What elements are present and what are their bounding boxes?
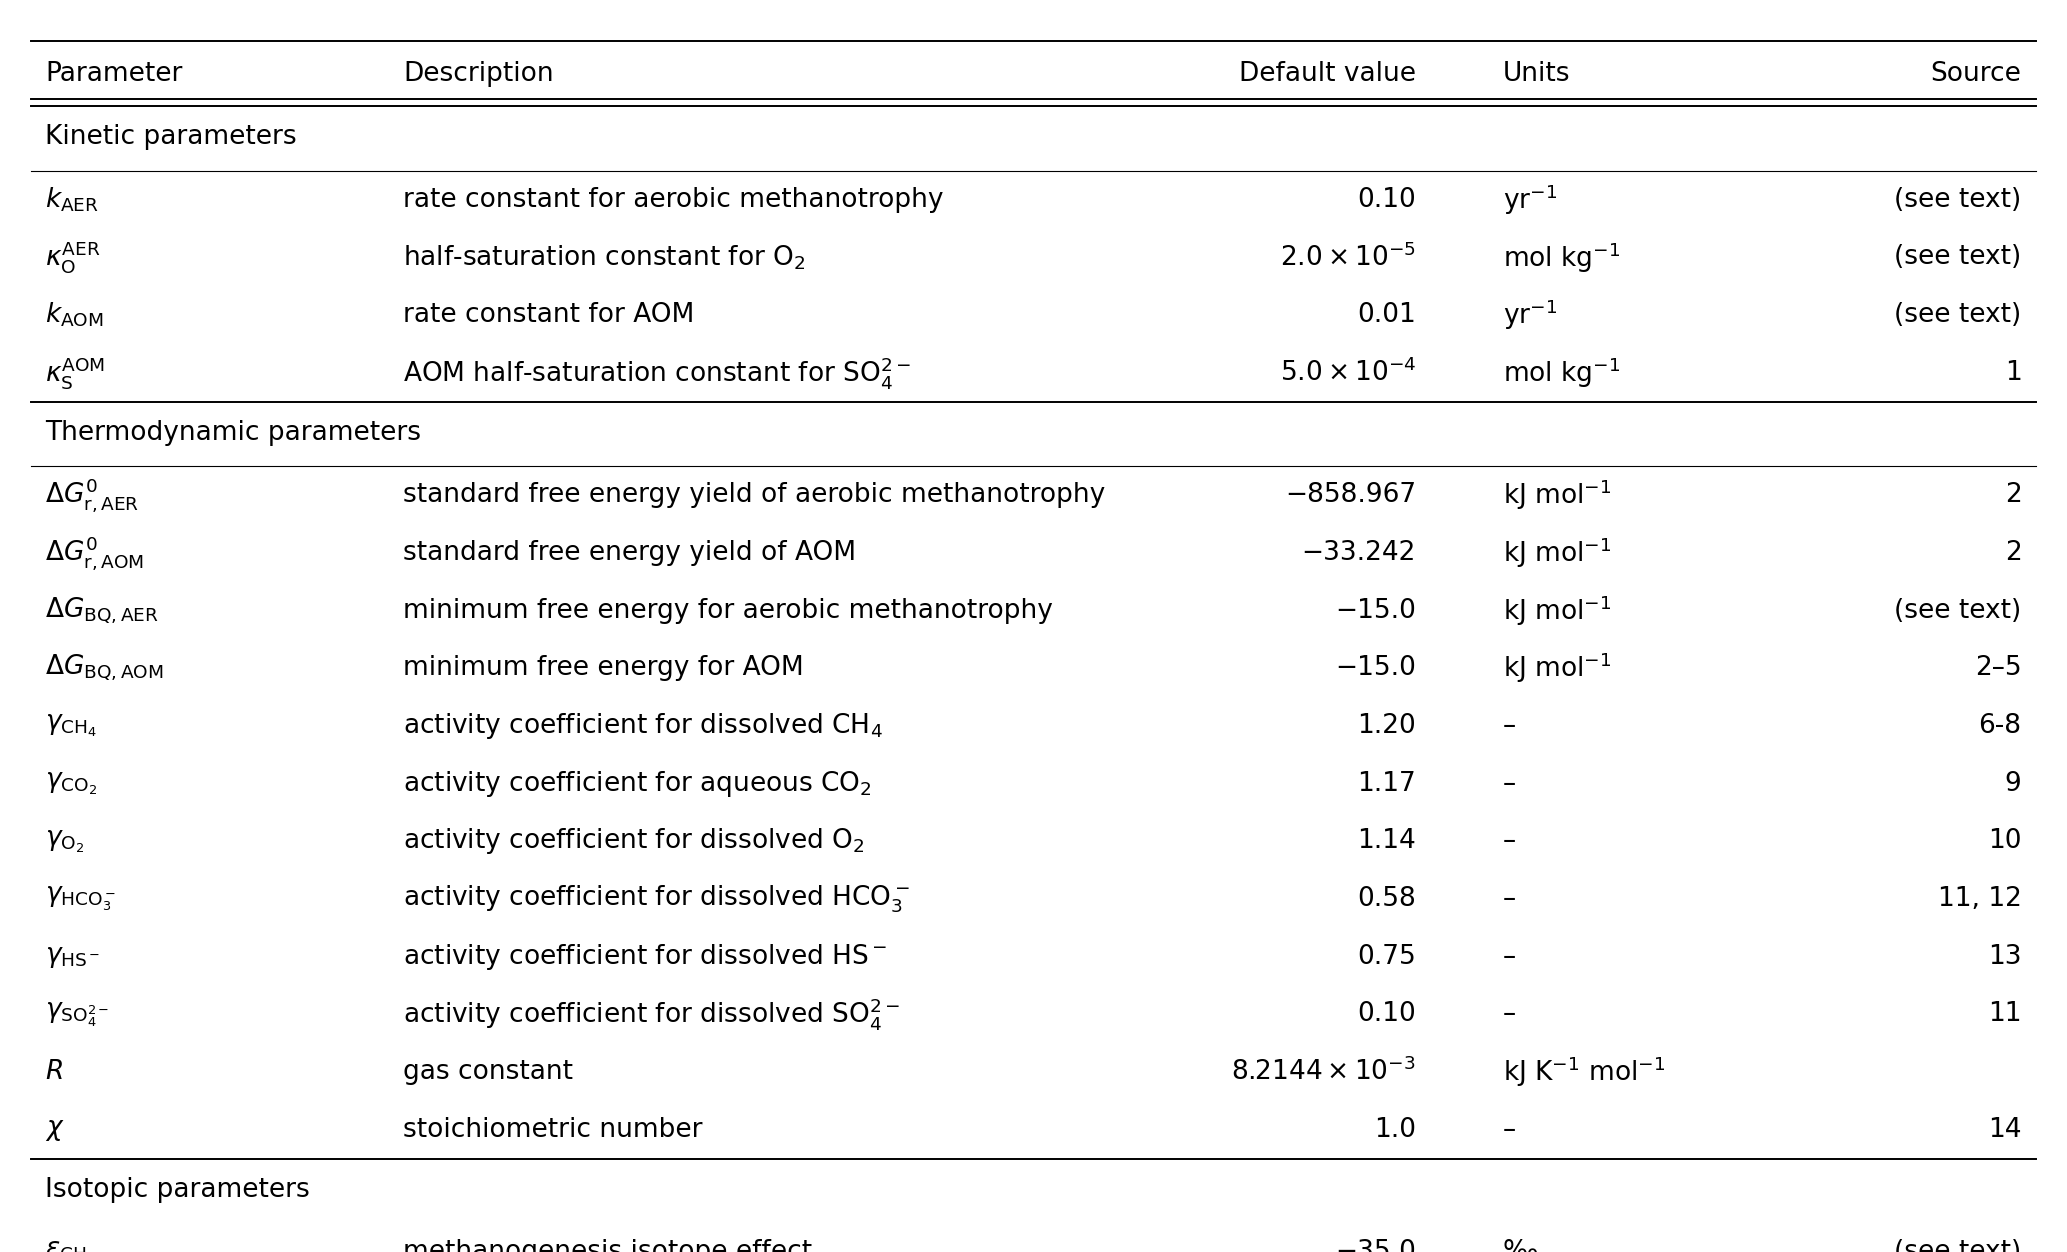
Text: 1.20: 1.20 <box>1358 712 1416 739</box>
Text: $\gamma_{\mathregular{HS^-}}$: $\gamma_{\mathregular{HS^-}}$ <box>45 944 101 970</box>
Text: 1.14: 1.14 <box>1358 829 1416 854</box>
Text: standard free energy yield of aerobic methanotrophy: standard free energy yield of aerobic me… <box>403 482 1106 508</box>
Text: gas constant: gas constant <box>403 1059 573 1085</box>
Text: Parameter: Parameter <box>45 60 182 86</box>
Text: activity coefficient for dissolved HS$^-$: activity coefficient for dissolved HS$^-… <box>403 942 887 972</box>
Text: Description: Description <box>403 60 554 86</box>
Text: −858.967: −858.967 <box>1286 482 1416 508</box>
Text: $\Delta G_{\mathregular{BQ,AER}}$: $\Delta G_{\mathregular{BQ,AER}}$ <box>45 595 159 626</box>
Text: Units: Units <box>1503 60 1571 86</box>
Text: $k_{\mathregular{AER}}$: $k_{\mathregular{AER}}$ <box>45 185 99 214</box>
Text: –: – <box>1503 886 1515 911</box>
Text: –: – <box>1503 712 1515 739</box>
Text: 1.0: 1.0 <box>1375 1117 1416 1143</box>
Text: $\gamma_{\mathregular{CH_4}}$: $\gamma_{\mathregular{CH_4}}$ <box>45 712 97 739</box>
Text: yr$^{-1}$: yr$^{-1}$ <box>1503 183 1556 217</box>
Text: 2: 2 <box>2005 540 2022 566</box>
Text: $\gamma_{\mathregular{CO_2}}$: $\gamma_{\mathregular{CO_2}}$ <box>45 770 97 798</box>
Text: Default value: Default value <box>1238 60 1416 86</box>
Text: $\chi$: $\chi$ <box>45 1117 64 1143</box>
Text: $2.0 \times 10^{-5}$: $2.0 \times 10^{-5}$ <box>1279 243 1416 272</box>
Text: activity coefficient for dissolved CH$_4$: activity coefficient for dissolved CH$_4… <box>403 711 883 741</box>
Text: –: – <box>1503 1117 1515 1143</box>
Text: −15.0: −15.0 <box>1335 655 1416 681</box>
Text: 1: 1 <box>2005 359 2022 386</box>
Text: yr$^{-1}$: yr$^{-1}$ <box>1503 298 1556 332</box>
Text: $8.2144 \times 10^{-3}$: $8.2144 \times 10^{-3}$ <box>1232 1058 1416 1087</box>
Text: 1.17: 1.17 <box>1358 770 1416 796</box>
Text: –: – <box>1503 944 1515 970</box>
Text: (see text): (see text) <box>1893 302 2022 328</box>
Text: 9: 9 <box>2005 770 2022 796</box>
Text: $\kappa_{\mathregular{O}}^{\mathregular{AER}}$: $\kappa_{\mathregular{O}}^{\mathregular{… <box>45 239 101 275</box>
Text: $\varepsilon_{\mathregular{CH_4}}$: $\varepsilon_{\mathregular{CH_4}}$ <box>45 1239 97 1252</box>
Text: half-saturation constant for O$_2$: half-saturation constant for O$_2$ <box>403 243 806 272</box>
Text: $\gamma_{\mathregular{HCO_3^-}}$: $\gamma_{\mathregular{HCO_3^-}}$ <box>45 885 116 914</box>
Text: $R$: $R$ <box>45 1059 64 1085</box>
Text: 0.10: 0.10 <box>1358 187 1416 213</box>
Text: activity coefficient for dissolved HCO$_3^-$: activity coefficient for dissolved HCO$_… <box>403 883 909 915</box>
Text: methanogenesis isotope effect: methanogenesis isotope effect <box>403 1239 812 1252</box>
Text: $\Delta G_{\mathregular{r,AOM}}^{0}$: $\Delta G_{\mathregular{r,AOM}}^{0}$ <box>45 533 145 572</box>
Text: 6-8: 6-8 <box>1978 712 2022 739</box>
Text: 0.01: 0.01 <box>1358 302 1416 328</box>
Text: 0.58: 0.58 <box>1358 886 1416 911</box>
Text: 13: 13 <box>1988 944 2022 970</box>
Text: Thermodynamic parameters: Thermodynamic parameters <box>45 419 422 446</box>
Text: ‰: ‰ <box>1503 1239 1538 1252</box>
Text: $\kappa_{\mathregular{S}}^{\mathregular{AOM}}$: $\kappa_{\mathregular{S}}^{\mathregular{… <box>45 354 105 391</box>
Text: rate constant for aerobic methanotrophy: rate constant for aerobic methanotrophy <box>403 187 943 213</box>
Text: standard free energy yield of AOM: standard free energy yield of AOM <box>403 540 856 566</box>
Text: −33.242: −33.242 <box>1302 540 1416 566</box>
Text: –: – <box>1503 1002 1515 1028</box>
Text: $\gamma_{\mathregular{O_2}}$: $\gamma_{\mathregular{O_2}}$ <box>45 828 85 855</box>
Text: Kinetic parameters: Kinetic parameters <box>45 124 298 150</box>
Text: minimum free energy for AOM: minimum free energy for AOM <box>403 655 804 681</box>
Text: 0.10: 0.10 <box>1358 1002 1416 1028</box>
Text: kJ mol$^{-1}$: kJ mol$^{-1}$ <box>1503 478 1610 512</box>
Text: Isotopic parameters: Isotopic parameters <box>45 1177 310 1203</box>
Text: 2–5: 2–5 <box>1974 655 2022 681</box>
Text: 14: 14 <box>1988 1117 2022 1143</box>
Text: activity coefficient for aqueous CO$_2$: activity coefficient for aqueous CO$_2$ <box>403 769 872 799</box>
Text: AOM half-saturation constant for SO$_4^{2-}$: AOM half-saturation constant for SO$_4^{… <box>403 354 912 391</box>
Text: $\gamma_{\mathregular{SO_4^{2-}}}$: $\gamma_{\mathregular{SO_4^{2-}}}$ <box>45 1000 110 1029</box>
Text: 2: 2 <box>2005 482 2022 508</box>
Text: Source: Source <box>1931 60 2022 86</box>
Text: 11, 12: 11, 12 <box>1937 886 2022 911</box>
Text: $\Delta G_{\mathregular{r,AER}}^{0}$: $\Delta G_{\mathregular{r,AER}}^{0}$ <box>45 476 141 515</box>
Text: (see text): (see text) <box>1893 187 2022 213</box>
Text: kJ mol$^{-1}$: kJ mol$^{-1}$ <box>1503 536 1610 570</box>
Text: kJ mol$^{-1}$: kJ mol$^{-1}$ <box>1503 651 1610 685</box>
Text: kJ K$^{-1}$ mol$^{-1}$: kJ K$^{-1}$ mol$^{-1}$ <box>1503 1055 1664 1089</box>
Text: activity coefficient for dissolved O$_2$: activity coefficient for dissolved O$_2$ <box>403 826 864 856</box>
Text: –: – <box>1503 829 1515 854</box>
Text: kJ mol$^{-1}$: kJ mol$^{-1}$ <box>1503 593 1610 627</box>
Text: 10: 10 <box>1988 829 2022 854</box>
Text: −15.0: −15.0 <box>1335 597 1416 623</box>
Text: rate constant for AOM: rate constant for AOM <box>403 302 695 328</box>
Text: activity coefficient for dissolved SO$_4^{2-}$: activity coefficient for dissolved SO$_4… <box>403 997 901 1033</box>
Text: −35.0: −35.0 <box>1335 1239 1416 1252</box>
Text: mol kg$^{-1}$: mol kg$^{-1}$ <box>1503 356 1621 389</box>
Text: $5.0 \times 10^{-4}$: $5.0 \times 10^{-4}$ <box>1279 358 1416 387</box>
Text: minimum free energy for aerobic methanotrophy: minimum free energy for aerobic methanot… <box>403 597 1052 623</box>
Text: (see text): (see text) <box>1893 244 2022 270</box>
Text: 11: 11 <box>1988 1002 2022 1028</box>
Text: stoichiometric number: stoichiometric number <box>403 1117 703 1143</box>
Text: (see text): (see text) <box>1893 597 2022 623</box>
Text: $\Delta G_{\mathregular{BQ,AOM}}$: $\Delta G_{\mathregular{BQ,AOM}}$ <box>45 654 163 684</box>
Text: 0.75: 0.75 <box>1358 944 1416 970</box>
Text: (see text): (see text) <box>1893 1239 2022 1252</box>
Text: $k_{\mathregular{AOM}}$: $k_{\mathregular{AOM}}$ <box>45 300 103 329</box>
Text: mol kg$^{-1}$: mol kg$^{-1}$ <box>1503 240 1621 274</box>
Text: –: – <box>1503 770 1515 796</box>
